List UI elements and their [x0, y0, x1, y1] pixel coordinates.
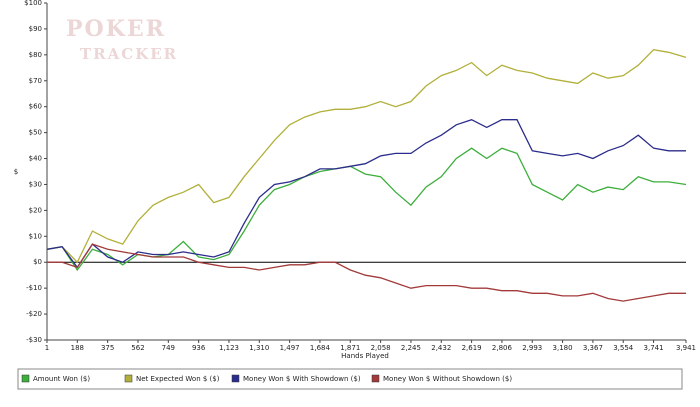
y-tick-label: -$20 [26, 310, 42, 318]
y-tick-label: $100 [24, 0, 42, 7]
x-tick-label: 1,871 [340, 344, 360, 352]
logo-text: TRACKER [80, 45, 178, 63]
legend-label: Net Expected Won $ ($) [136, 375, 220, 383]
x-tick-label: 2,245 [401, 344, 421, 352]
series-line [46, 118, 686, 269]
x-tick-label: 2,432 [431, 344, 451, 352]
y-tick-label: -$10 [26, 284, 42, 292]
y-tick-label: $90 [29, 25, 42, 33]
y-tick-label: -$30 [26, 336, 42, 344]
x-tick-label: 1,123 [219, 344, 239, 352]
y-axis-label: $ [14, 168, 18, 176]
series-line [46, 49, 687, 264]
x-tick-label: 1 [45, 344, 49, 352]
x-tick-label: 3,554 [613, 344, 634, 352]
x-tick-label: 2,993 [522, 344, 542, 352]
x-tick-label: 3,741 [644, 344, 664, 352]
y-tick-label: $80 [29, 51, 42, 59]
series-line [47, 243, 686, 302]
x-tick-label: 3,180 [553, 344, 573, 352]
x-tick-label: 2,806 [492, 344, 513, 352]
x-tick-label: 562 [131, 344, 144, 352]
y-tick-label: $20 [29, 206, 42, 214]
y-tick-label: $50 [29, 129, 42, 137]
x-tick-label: 1,497 [280, 344, 300, 352]
legend-box [17, 368, 683, 390]
legend-swatch [231, 374, 240, 383]
y-tick-label: $10 [29, 232, 42, 240]
y-tick-label: $0 [33, 258, 42, 266]
legend-swatch [371, 374, 380, 383]
y-tick-label: $40 [29, 155, 42, 163]
legend-swatch [21, 374, 30, 383]
y-tick-label: $30 [29, 180, 42, 188]
x-tick-label: 3,941 [676, 344, 696, 352]
logo-text: POKER [66, 16, 166, 42]
y-tick-label: $60 [29, 103, 42, 111]
x-tick-label: 2,058 [371, 344, 391, 352]
x-tick-label: 936 [192, 344, 206, 352]
x-axis-label: Hands Played [341, 352, 389, 360]
x-tick-label: 1,684 [310, 344, 331, 352]
x-tick-label: 188 [71, 344, 84, 352]
legend-swatch [124, 374, 133, 383]
x-tick-label: 3,367 [583, 344, 603, 352]
x-tick-label: 375 [101, 344, 114, 352]
legend-label: Money Won $ Without Showdown ($) [383, 375, 512, 383]
legend-label: Amount Won ($) [33, 375, 90, 383]
x-tick-label: 1,310 [249, 344, 269, 352]
x-tick-label: 749 [162, 344, 175, 352]
y-tick-label: $70 [29, 77, 42, 85]
legend-label: Money Won $ With Showdown ($) [243, 375, 361, 383]
x-tick-label: 2,619 [462, 344, 482, 352]
